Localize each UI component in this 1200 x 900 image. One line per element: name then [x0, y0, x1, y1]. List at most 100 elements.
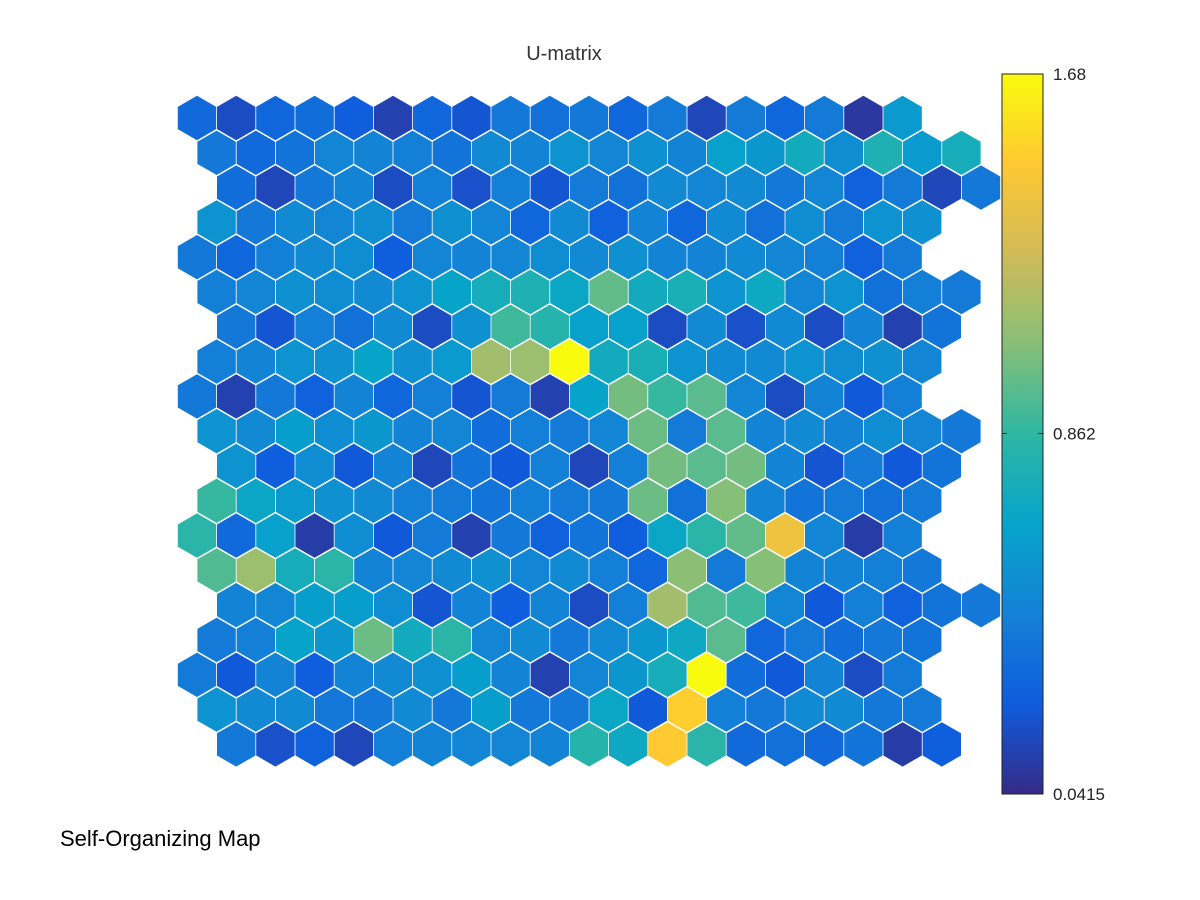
- hex-cell: [922, 443, 961, 489]
- hex-cell: [334, 304, 373, 349]
- hex-cell: [275, 548, 315, 593]
- hex-cell: [844, 235, 883, 280]
- hex-cell: [217, 304, 256, 349]
- hex-cell: [413, 652, 452, 697]
- hex-cell: [824, 548, 863, 593]
- hex-cell: [687, 165, 726, 210]
- hex-cell: [413, 443, 452, 489]
- hex-cell: [569, 165, 609, 210]
- hex-cell: [805, 513, 844, 558]
- hex-cell: [805, 95, 844, 141]
- hex-cell: [824, 687, 863, 732]
- hex-cell: [373, 235, 413, 280]
- hex-cell: [236, 617, 275, 663]
- hex-cell: [413, 513, 452, 558]
- hex-cell: [903, 409, 942, 454]
- hex-cell: [589, 478, 628, 523]
- hex-cell: [648, 722, 687, 767]
- hex-cell: [471, 269, 511, 315]
- hex-cell: [805, 443, 844, 489]
- hex-cell: [883, 235, 922, 280]
- hex-cell: [315, 687, 354, 732]
- hex-cell: [863, 687, 903, 732]
- hex-cell: [550, 687, 589, 732]
- hex-cell: [589, 130, 628, 175]
- hex-cell: [452, 374, 491, 419]
- hex-cell: [883, 583, 922, 628]
- hex-cell: [667, 200, 707, 245]
- hex-cell: [393, 478, 432, 523]
- hex-cell: [295, 583, 334, 628]
- hex-cell: [765, 95, 805, 141]
- hex-cell: [785, 548, 824, 593]
- hex-cell: [903, 269, 942, 315]
- hex-cell: [726, 304, 765, 349]
- hex-cell: [197, 478, 236, 523]
- hex-cell: [648, 513, 687, 558]
- hex-cell: [432, 409, 471, 454]
- hex-cell: [491, 652, 530, 697]
- hex-cell: [785, 339, 824, 384]
- hex-cell: [765, 513, 805, 558]
- hex-cell: [491, 235, 530, 280]
- hex-cell: [511, 548, 550, 593]
- hex-cell: [275, 130, 315, 175]
- hex-cell: [530, 652, 569, 697]
- hex-cell: [315, 478, 354, 523]
- hex-cell: [824, 617, 863, 663]
- hex-cell: [805, 165, 844, 210]
- hex-cell: [471, 339, 511, 384]
- hex-cell: [844, 374, 883, 419]
- hex-cell: [373, 583, 413, 628]
- hex-cell: [628, 409, 667, 454]
- colorbar-tick-label: 0.0415: [1053, 785, 1105, 804]
- hex-cell: [275, 339, 315, 384]
- hex-cell: [903, 687, 942, 732]
- hex-cell: [236, 200, 275, 245]
- hex-cell: [256, 513, 295, 558]
- hex-cell: [315, 130, 354, 175]
- hex-cell: [903, 130, 942, 175]
- hex-cell: [491, 304, 530, 349]
- hex-cell: [197, 200, 236, 245]
- hex-cell: [432, 478, 471, 523]
- hex-cell: [256, 95, 295, 141]
- hex-cell: [393, 339, 432, 384]
- hex-cell: [413, 304, 452, 349]
- hex-cell: [550, 200, 589, 245]
- hex-cell: [256, 443, 295, 489]
- hex-cell: [471, 687, 511, 732]
- hex-cell: [491, 95, 530, 141]
- hex-cell: [236, 130, 275, 175]
- hex-cell: [197, 548, 236, 593]
- hex-cell: [511, 617, 550, 663]
- hex-cell: [197, 130, 236, 175]
- hex-cell: [197, 687, 236, 732]
- hex-cell: [236, 687, 275, 732]
- hex-cell: [648, 583, 687, 628]
- hex-cell: [295, 443, 334, 489]
- hex-cell: [609, 722, 648, 767]
- hex-cell: [746, 478, 785, 523]
- hex-cell: [471, 130, 511, 175]
- hex-cell: [550, 130, 589, 175]
- hex-cell: [805, 374, 844, 419]
- hex-cell: [413, 722, 452, 767]
- hex-cell: [354, 478, 393, 523]
- hex-cell: [628, 130, 667, 175]
- hex-cell: [432, 200, 471, 245]
- hex-cell: [805, 304, 844, 349]
- hex-cell: [197, 269, 236, 315]
- hex-cell: [256, 304, 295, 349]
- hex-cell: [687, 235, 726, 280]
- hex-cell: [589, 687, 628, 732]
- hex-cell: [746, 339, 785, 384]
- hex-cell: [667, 617, 707, 663]
- hex-cell: [334, 235, 373, 280]
- hex-cell: [883, 443, 922, 489]
- hex-cell: [413, 165, 452, 210]
- hex-cell: [295, 95, 334, 141]
- hex-cell: [491, 374, 530, 419]
- hex-cell: [373, 443, 413, 489]
- hex-cell: [177, 374, 217, 419]
